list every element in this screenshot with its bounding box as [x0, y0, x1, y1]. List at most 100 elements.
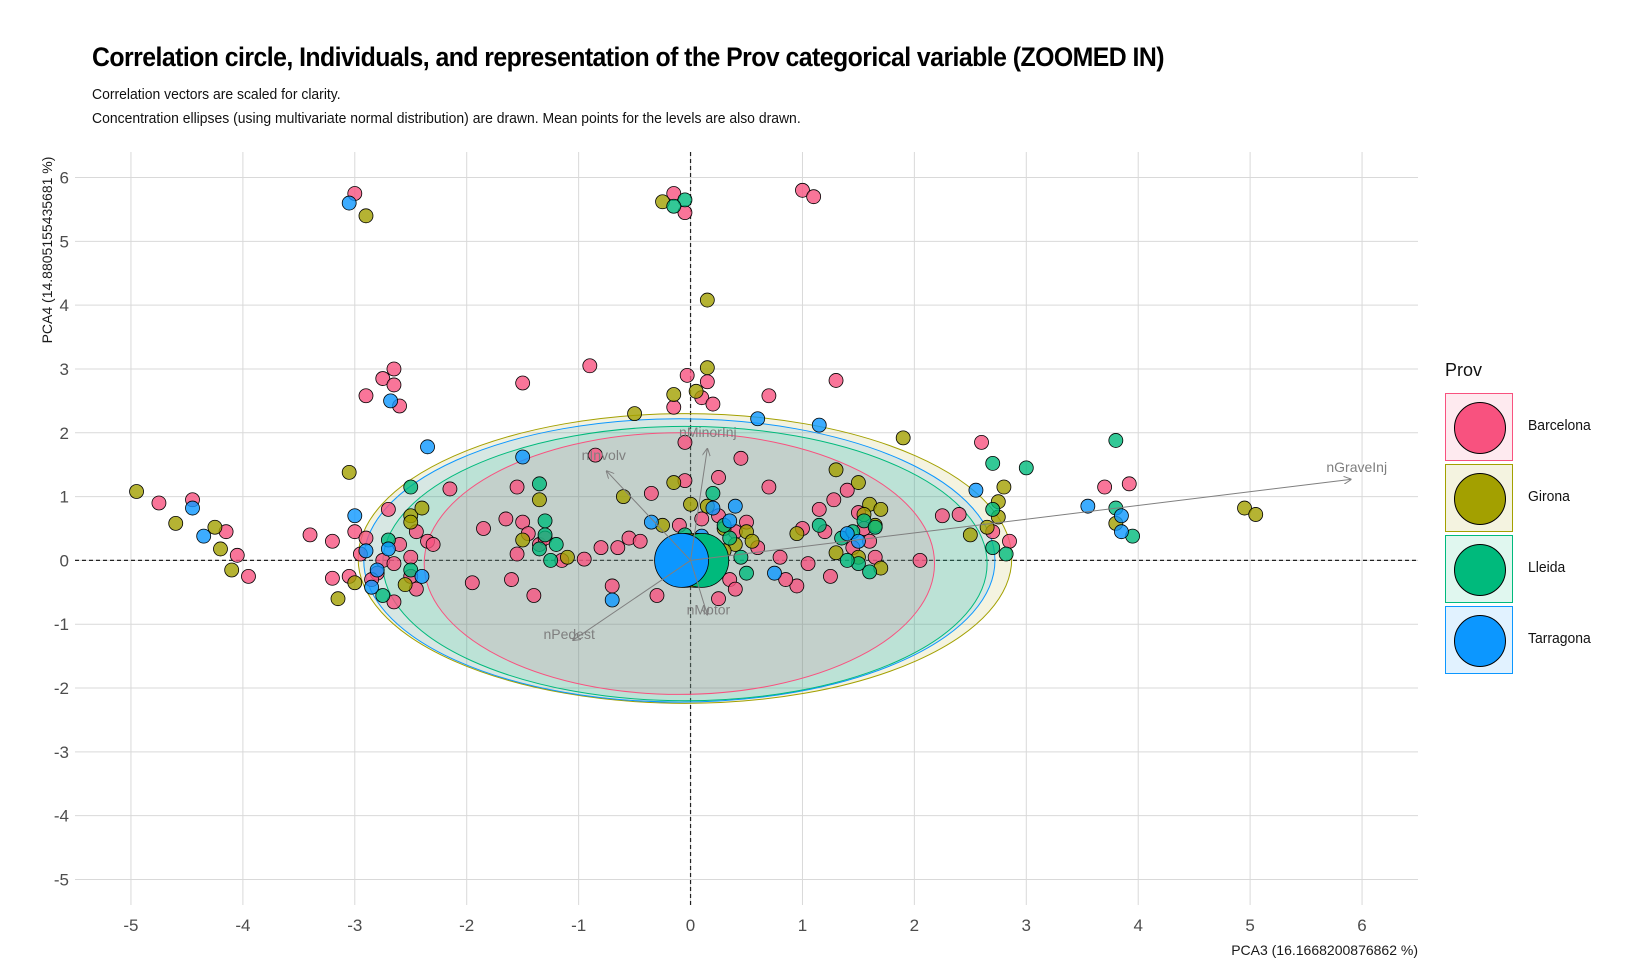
point-barcelona — [358, 388, 374, 404]
level-mean-points — [654, 533, 730, 588]
x-axis-label: PCA3 (16.1668200876862 %) — [1231, 942, 1418, 958]
legend-label-tarragona: Tarragona — [1528, 630, 1591, 647]
point-lleida — [705, 486, 721, 501]
vector-nmotor — [690, 560, 708, 614]
point-girona — [683, 496, 698, 512]
point-tarragona — [1080, 498, 1096, 514]
y-tick-label: 0 — [60, 551, 69, 570]
point-barcelona — [610, 540, 626, 556]
y-axis-label: PCA4 (14.8805155435681 %) — [39, 157, 55, 344]
point-tarragona — [358, 543, 374, 559]
point-girona — [828, 462, 844, 478]
point-girona — [873, 501, 889, 517]
point-barcelona — [761, 479, 777, 495]
legend-swatch-tarragona — [1454, 615, 1506, 667]
point-tarragona — [1114, 524, 1129, 540]
y-tick-label: -5 — [54, 870, 69, 889]
point-girona — [789, 526, 805, 542]
point-barcelona — [806, 189, 822, 205]
point-lleida — [867, 519, 883, 535]
point-girona — [224, 562, 240, 578]
point-barcelona — [464, 575, 480, 591]
point-lleida — [839, 553, 855, 568]
point-barcelona — [302, 527, 318, 543]
legend-item-lleida: Lleida — [1445, 535, 1645, 606]
point-tarragona — [1114, 508, 1129, 524]
y-tick-label: 4 — [60, 296, 69, 315]
point-tarragona — [364, 579, 379, 595]
chart-title: Correlation circle, Individuals, and rep… — [92, 42, 1165, 72]
point-lleida — [985, 501, 1001, 517]
point-lleida — [403, 479, 419, 495]
legend-label-barcelona: Barcelona — [1528, 417, 1591, 434]
point-lleida — [722, 530, 738, 546]
x-tick-label: 1 — [798, 916, 807, 935]
point-barcelona — [375, 371, 391, 386]
point-barcelona — [705, 396, 721, 412]
point-girona — [666, 387, 682, 402]
x-tick-label: 5 — [1245, 916, 1254, 935]
legend-item-tarragona: Tarragona — [1445, 606, 1645, 677]
point-barcelona — [761, 388, 777, 404]
point-tarragona — [839, 526, 855, 542]
point-girona — [688, 383, 704, 399]
point-barcelona — [241, 568, 256, 584]
point-girona — [744, 533, 760, 549]
vector-label-nmotor: nMotor — [687, 602, 731, 618]
point-barcelona — [789, 578, 805, 594]
point-barcelona — [380, 501, 396, 517]
correlation-vectors: nGraveInj nMinorInj nInvolv nPedest nMotor — [543, 424, 1387, 642]
point-barcelona — [526, 588, 542, 603]
point-lleida — [985, 540, 1001, 556]
point-barcelona — [951, 507, 967, 522]
x-tick-label: -5 — [123, 916, 138, 935]
point-barcelona — [694, 511, 710, 527]
point-girona — [615, 489, 631, 504]
point-girona — [213, 541, 228, 557]
point-barcelona — [509, 546, 525, 562]
point-girona — [979, 519, 995, 535]
point-girona — [168, 515, 184, 531]
point-barcelona — [649, 588, 665, 603]
point-lleida — [998, 546, 1014, 562]
point-lleida — [666, 198, 682, 214]
point-barcelona — [515, 375, 531, 391]
point-tarragona — [643, 514, 659, 530]
x-tick-label: 6 — [1357, 916, 1366, 935]
point-tarragona — [604, 592, 620, 608]
point-lleida — [537, 513, 553, 529]
point-girona — [699, 360, 715, 376]
vector-npedest — [573, 559, 691, 640]
vector-ninvolv — [607, 471, 691, 561]
point-barcelona — [358, 530, 374, 546]
point-barcelona — [576, 551, 592, 567]
point-barcelona — [974, 434, 989, 450]
y-tick-label: 3 — [60, 360, 69, 379]
y-tick-label: -4 — [54, 807, 69, 826]
x-tick-label: 3 — [1022, 916, 1031, 935]
legend: Prov Barcelona Girona Lleida Tarragona — [1445, 360, 1645, 677]
point-girona — [560, 549, 575, 565]
point-tarragona — [383, 393, 399, 409]
point-lleida — [532, 541, 547, 557]
y-tick-label: 1 — [60, 488, 69, 507]
y-tick-label: 2 — [60, 424, 69, 443]
point-tarragona — [750, 411, 766, 427]
point-barcelona — [711, 470, 726, 485]
point-lleida — [537, 527, 553, 543]
y-tick-label: -2 — [54, 679, 69, 698]
point-girona — [851, 475, 866, 490]
point-barcelona — [643, 486, 659, 501]
point-tarragona — [968, 482, 984, 498]
point-barcelona — [778, 572, 794, 587]
point-barcelona — [325, 570, 340, 586]
point-lleida — [733, 549, 749, 565]
point-lleida — [548, 537, 564, 552]
grid-lines — [75, 152, 1418, 905]
legend-swatch-barcelona — [1454, 402, 1506, 454]
legend-key-barcelona — [1445, 393, 1513, 461]
point-barcelona — [823, 568, 838, 584]
point-barcelona — [604, 578, 620, 594]
point-girona — [403, 514, 419, 530]
point-girona — [828, 545, 844, 561]
